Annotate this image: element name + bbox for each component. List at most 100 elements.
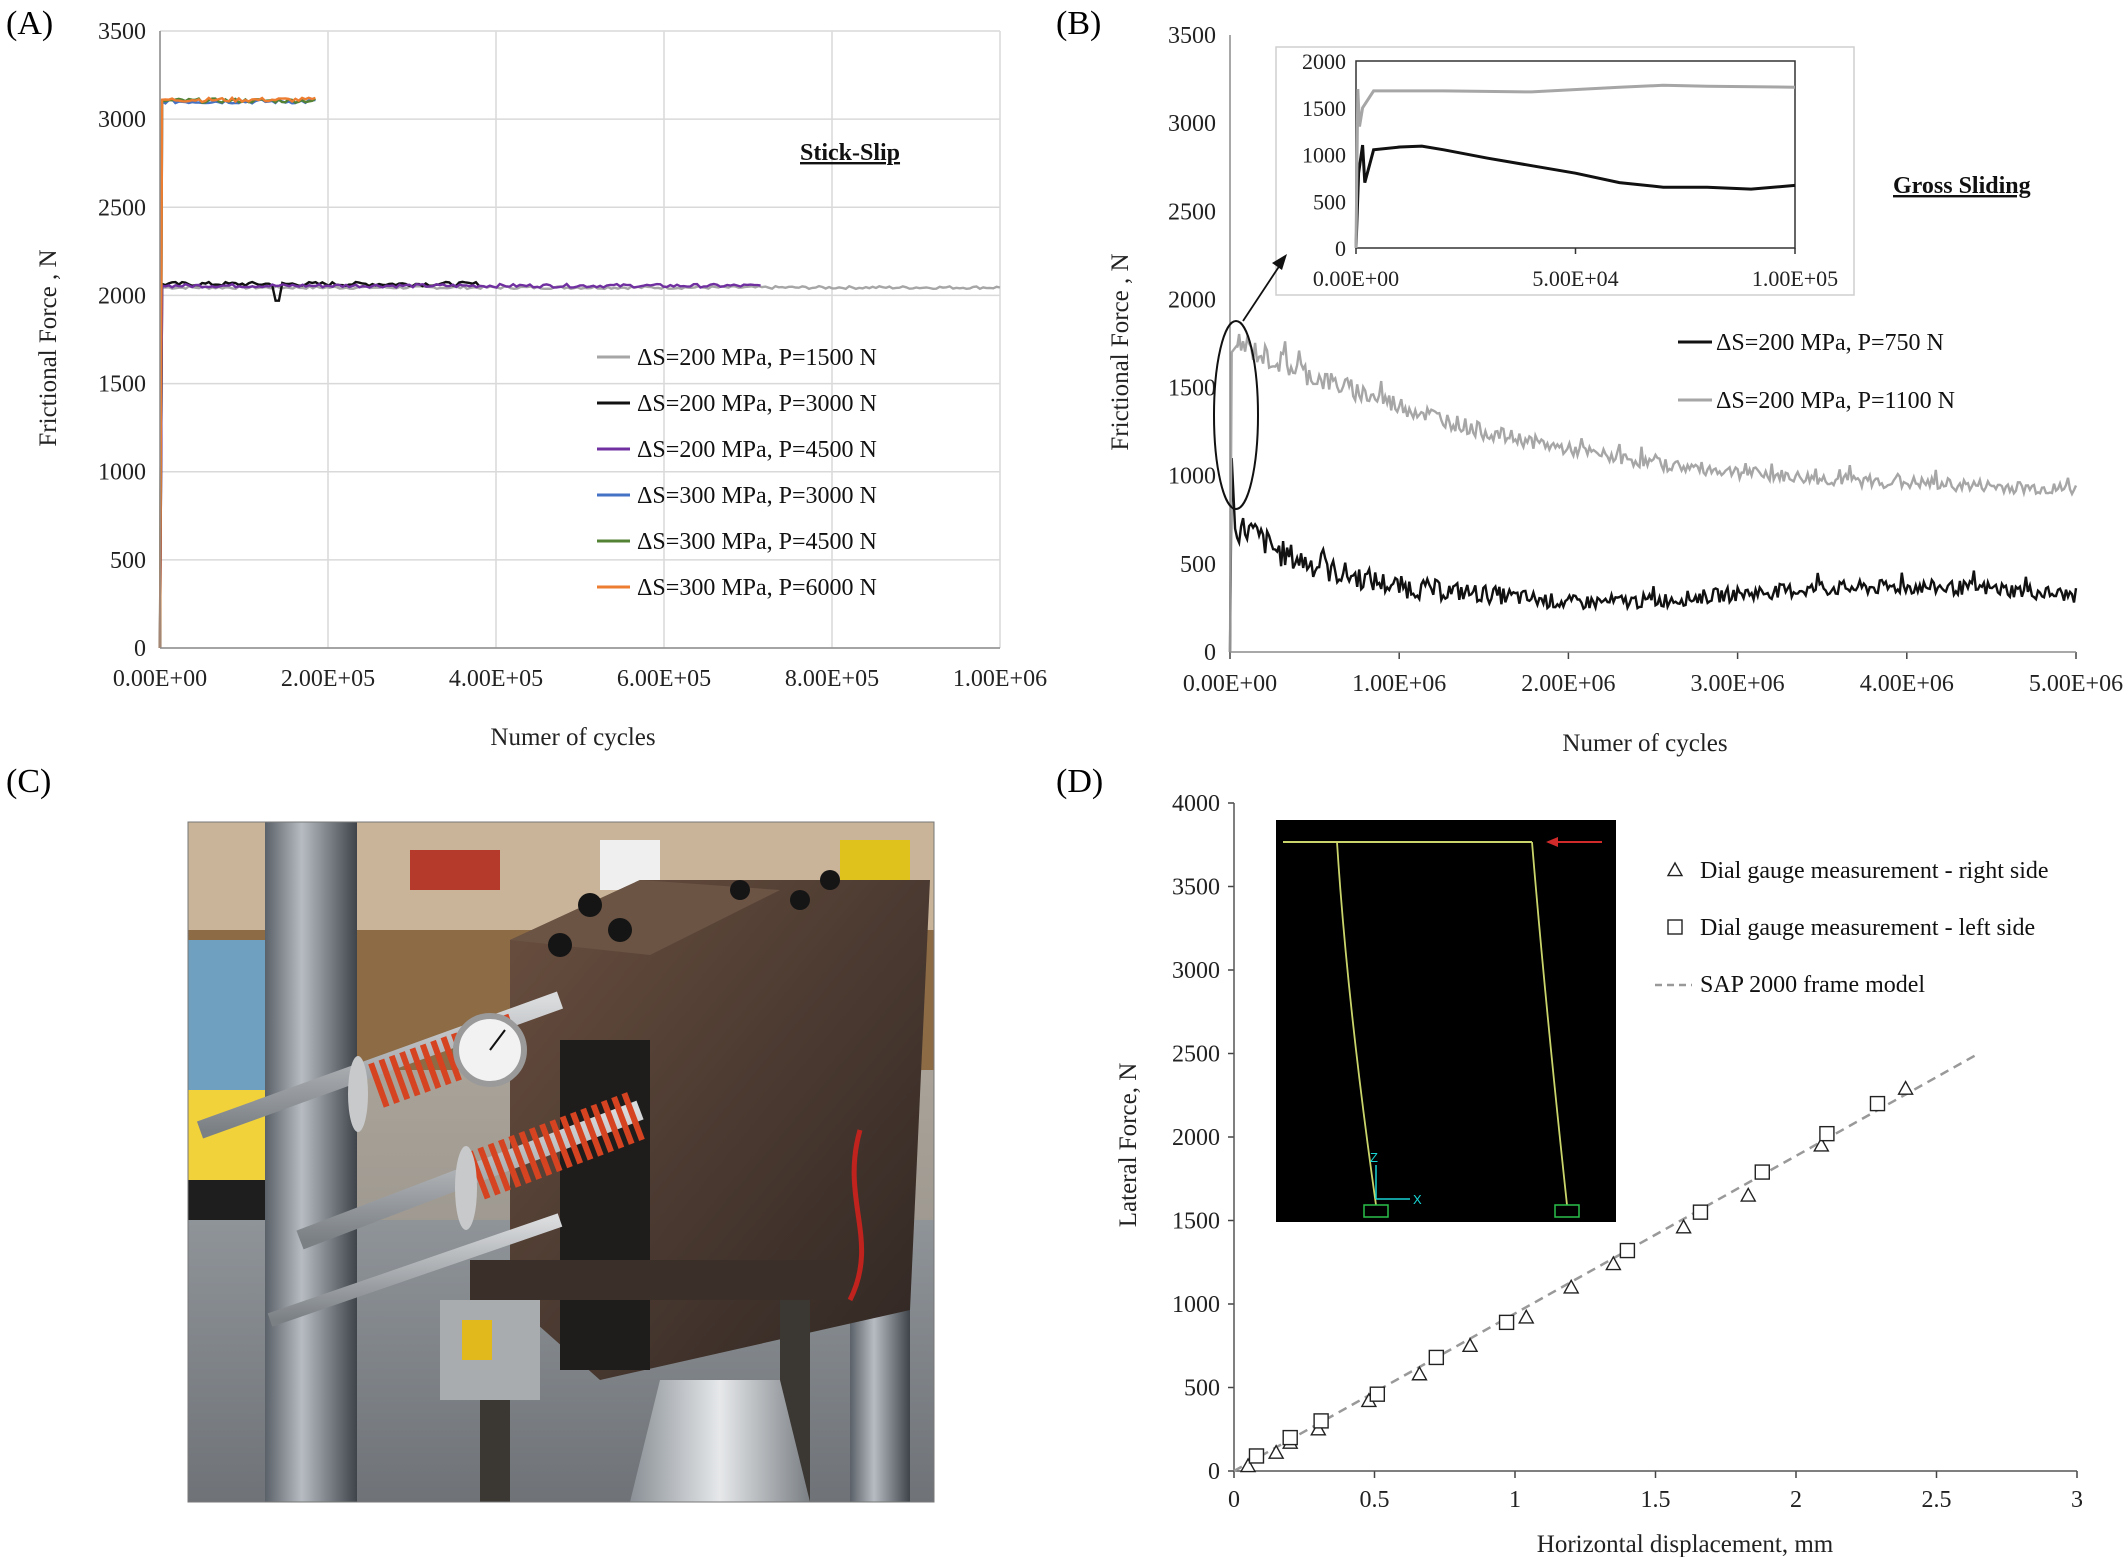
inset-xtick: 1.00E+05 — [1752, 266, 1838, 291]
chart-a-legend-label: ΔS=300 MPa, P=6000 N — [637, 575, 877, 601]
chart-d-triangle-point — [1518, 1308, 1535, 1324]
chart-a-legend-label: ΔS=200 MPa, P=4500 N — [637, 437, 877, 463]
chart-d-square-point — [1819, 1125, 1835, 1142]
chart-d-triangle-point — [1239, 1457, 1257, 1473]
chart-a-legend-label: ΔS=300 MPa, P=4500 N — [637, 529, 877, 555]
chart-d-triangle-point — [1267, 1444, 1285, 1459]
chart-a-xlabel: Numer of cycles — [490, 724, 655, 751]
chart-d-ytick: 3000 — [1172, 958, 1220, 984]
panel-label-d: (D) — [1056, 763, 1103, 800]
chart-d-xtick: 0.5 — [1360, 1487, 1390, 1513]
chart-d-xtick: 1 — [1509, 1487, 1521, 1513]
chart-a-ytick: 1000 — [98, 460, 146, 486]
chart-a-series-line — [158, 280, 481, 649]
chart-b-ytick: 3500 — [1168, 23, 1216, 49]
right-support — [1554, 1204, 1580, 1218]
inset-ytick: 2000 — [1302, 49, 1346, 74]
chart-d-legend-triangle — [1666, 861, 1684, 877]
chart-a-legend-label: ΔS=300 MPa, P=3000 N — [637, 483, 877, 509]
chart-d-xtick: 2 — [1790, 1487, 1802, 1513]
chart-d-square-point — [1428, 1349, 1445, 1366]
frame-model-inset — [1276, 820, 1616, 1222]
chart-a-xtick: 0.00E+00 — [113, 666, 207, 692]
photo-test-rig — [187, 821, 935, 1503]
chart-a-xtick: 6.00E+05 — [617, 666, 711, 692]
chart-d-ytick: 0 — [1208, 1459, 1220, 1485]
chart-b-ylabel: Frictional Force , N — [1107, 253, 1134, 450]
panel-label-a: (A) — [6, 5, 53, 42]
chart-a-ylabel: Frictional Force , N — [35, 249, 62, 446]
chart-b-series-line — [1228, 333, 2078, 653]
chart-a-series-line — [158, 98, 316, 649]
load-arrowhead — [1546, 837, 1558, 847]
chart-a-ytick: 2500 — [98, 195, 146, 221]
chart-b-xlabel: Numer of cycles — [1562, 730, 1727, 757]
chart-d-triangle-point — [1461, 1337, 1479, 1353]
chart-d-ytick: 500 — [1184, 1376, 1220, 1402]
axis-x-label: X — [1413, 1192, 1422, 1207]
chart-d-square-point — [1369, 1386, 1386, 1402]
chart-a-series-line — [158, 96, 316, 649]
chart-d-xtick: 2.5 — [1922, 1487, 1952, 1513]
chart-d-ytick: 2500 — [1172, 1042, 1220, 1068]
chart-d-square-point — [1692, 1204, 1709, 1220]
chart-d-xlabel: Horizontal displacement, mm — [1537, 1531, 1834, 1557]
chart-b-ytick: 0 — [1204, 640, 1216, 666]
chart-a-ytick: 3500 — [98, 19, 146, 45]
chart-d-ytick: 4000 — [1172, 791, 1220, 817]
chart-b-xtick: 1.00E+06 — [1352, 671, 1446, 697]
chart-d-ytick: 2000 — [1172, 1125, 1220, 1151]
inset-ytick: 1000 — [1302, 143, 1346, 168]
chart-d-triangle-point — [1740, 1187, 1757, 1202]
frame-left-column — [1336, 841, 1377, 1206]
chart-d-square-point — [1869, 1095, 1886, 1112]
chart-d-square-point — [1248, 1448, 1265, 1464]
chart-a-legend-label: ΔS=200 MPa, P=3000 N — [637, 391, 877, 417]
axis-z-label: Z — [1370, 1150, 1378, 1165]
chart-b-ytick: 1000 — [1168, 464, 1216, 490]
inset-ytick: 500 — [1313, 189, 1346, 214]
chart-d-square-point — [1754, 1164, 1770, 1180]
chart-d-triangle-point — [1563, 1278, 1580, 1294]
chart-d-legend-square — [1667, 919, 1683, 935]
frame-right-column — [1531, 841, 1568, 1206]
chart-d-square-point — [1313, 1413, 1329, 1429]
chart-b-xtick: 2.00E+06 — [1521, 671, 1615, 697]
chart-d-ytick: 1000 — [1172, 1292, 1220, 1318]
chart-d-ylabel: Lateral Force, N — [1115, 1063, 1142, 1228]
chart-d-triangle-point — [1675, 1218, 1692, 1234]
callout-ellipse — [1213, 320, 1259, 510]
chart-b-ytick: 500 — [1180, 552, 1216, 578]
chart-b-series-line — [1228, 458, 2078, 653]
chart-d-xtick: 1.5 — [1641, 1487, 1671, 1513]
chart-a-xtick: 2.00E+05 — [281, 666, 375, 692]
chart-b-xtick: 0.00E+00 — [1183, 671, 1277, 697]
annotation-gross-sliding: Gross Sliding — [1893, 173, 2031, 199]
chart-d-triangle-point — [1897, 1080, 1914, 1095]
chart-b-ytick: 1500 — [1168, 376, 1216, 402]
inset-xtick: 0.00E+00 — [1313, 266, 1399, 291]
chart-a-ytick: 3000 — [98, 107, 146, 133]
chart-a-xtick: 8.00E+05 — [785, 666, 879, 692]
chart-b-legend-label: ΔS=200 MPa, P=1100 N — [1716, 388, 1955, 414]
chart-a-ytick: 500 — [110, 548, 146, 574]
chart-d-legend-label: Dial gauge measurement - left side — [1700, 915, 2035, 941]
chart-d-triangle-point — [1813, 1136, 1830, 1152]
inset-xtick: 5.00E+04 — [1532, 266, 1618, 291]
inset-series-line — [1354, 144, 1796, 249]
chart-d: 0 500 1000 1500 2000 2500 3000 3500 4000 0 0.5 1 1.5… — [1115, 791, 2083, 1557]
chart-b-legend-label: ΔS=200 MPa, P=750 N — [1716, 330, 1944, 356]
chart-d-legend-label: SAP 2000 frame model — [1700, 972, 1925, 998]
chart-b-xtick: 5.00E+06 — [2029, 671, 2123, 697]
chart-d-triangle-point — [1411, 1365, 1428, 1381]
inset-ytick: 1500 — [1302, 96, 1346, 121]
chart-a: 0 500 1000 1500 2000 2500 3000 3500 0.00E+00 2.00… — [35, 19, 1047, 751]
chart-d-xtick: 3 — [2071, 1487, 2083, 1513]
chart-b-ytick: 2500 — [1168, 199, 1216, 225]
callout-arrowhead — [1272, 254, 1287, 270]
chart-a-series-line — [158, 282, 761, 649]
chart-a-ytick: 1500 — [98, 372, 146, 398]
inset-ytick: 0 — [1335, 236, 1346, 261]
chart-d-square-point — [1282, 1429, 1298, 1446]
chart-a-xtick: 1.00E+06 — [953, 666, 1047, 692]
